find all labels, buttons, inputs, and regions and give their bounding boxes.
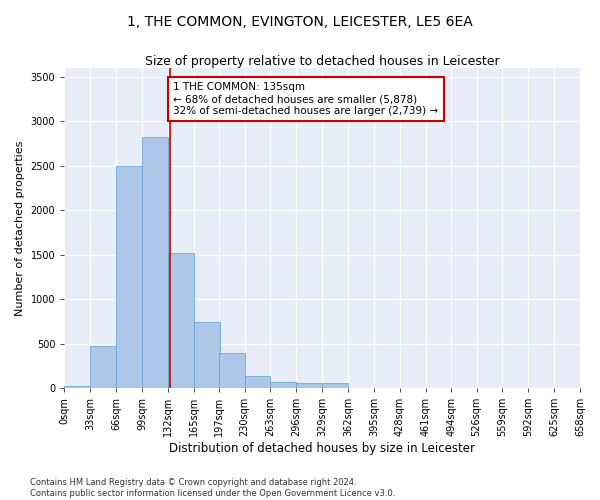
X-axis label: Distribution of detached houses by size in Leicester: Distribution of detached houses by size … <box>169 442 475 455</box>
Text: Contains HM Land Registry data © Crown copyright and database right 2024.
Contai: Contains HM Land Registry data © Crown c… <box>30 478 395 498</box>
Bar <box>219 354 245 388</box>
Bar <box>296 383 322 388</box>
Bar <box>271 382 296 388</box>
Y-axis label: Number of detached properties: Number of detached properties <box>15 140 25 316</box>
Bar <box>142 138 168 388</box>
Bar <box>245 376 271 388</box>
Bar <box>194 322 220 388</box>
Bar <box>116 166 142 388</box>
Text: 1 THE COMMON: 135sqm
← 68% of detached houses are smaller (5,878)
32% of semi-de: 1 THE COMMON: 135sqm ← 68% of detached h… <box>173 82 439 116</box>
Bar <box>64 386 90 388</box>
Bar <box>322 383 348 388</box>
Bar <box>90 346 116 388</box>
Title: Size of property relative to detached houses in Leicester: Size of property relative to detached ho… <box>145 55 499 68</box>
Text: 1, THE COMMON, EVINGTON, LEICESTER, LE5 6EA: 1, THE COMMON, EVINGTON, LEICESTER, LE5 … <box>127 15 473 29</box>
Bar <box>168 253 194 388</box>
